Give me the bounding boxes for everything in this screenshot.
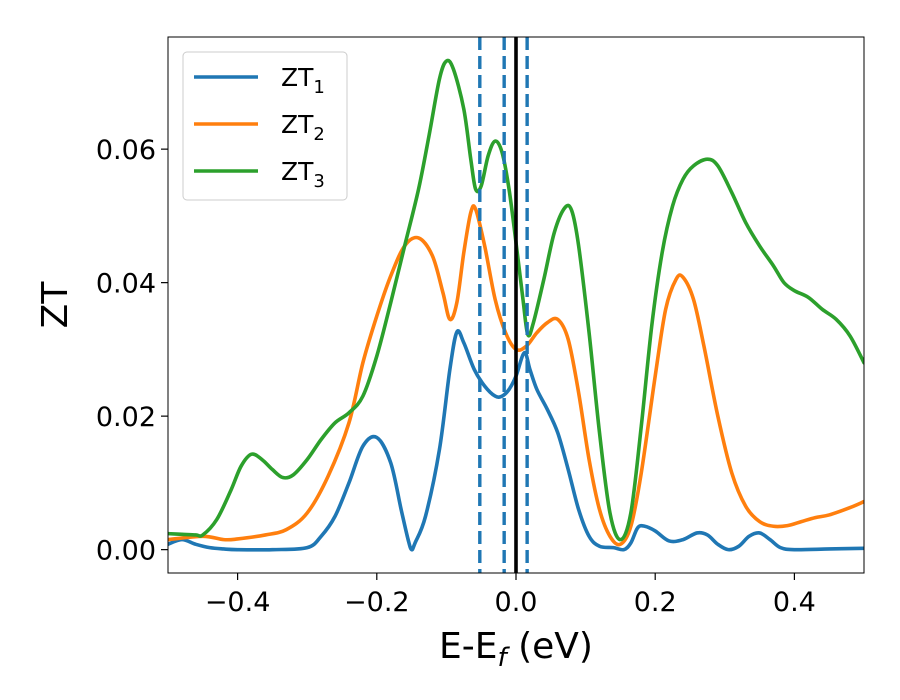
y-tick-label: 0.02 xyxy=(96,402,156,433)
x-axis-ticks: −0.4 −0.2 0.0 0.2 0.4 xyxy=(205,573,816,618)
series-line-zt2 xyxy=(168,204,864,547)
y-tick-label: 0.00 xyxy=(96,536,156,567)
legend-box xyxy=(182,51,348,201)
vertical-markers xyxy=(478,37,529,573)
legend-items: ZT1 ZT2 ZT3 xyxy=(194,63,325,192)
legend-label-zt3: ZT3 xyxy=(281,157,325,192)
y-axis-ticks: 0.00 0.02 0.04 0.06 xyxy=(96,135,168,567)
y-axis-label: ZT xyxy=(35,281,76,329)
legend: ZT1 ZT2 ZT3 xyxy=(182,51,348,201)
x-tick-label: −0.2 xyxy=(344,587,410,618)
y-tick-label: 0.04 xyxy=(96,269,156,300)
legend-label-zt1: ZT1 xyxy=(281,63,325,98)
x-tick-label: 0.2 xyxy=(634,587,677,618)
y-tick-label: 0.06 xyxy=(96,135,156,166)
legend-label-zt2: ZT2 xyxy=(281,110,325,145)
series-line-zt1 xyxy=(168,329,864,552)
x-tick-label: 0.0 xyxy=(495,587,538,618)
x-axis-label: E-Ef (eV) xyxy=(439,626,593,673)
x-tick-label: −0.4 xyxy=(205,587,271,618)
x-tick-label: 0.4 xyxy=(773,587,816,618)
